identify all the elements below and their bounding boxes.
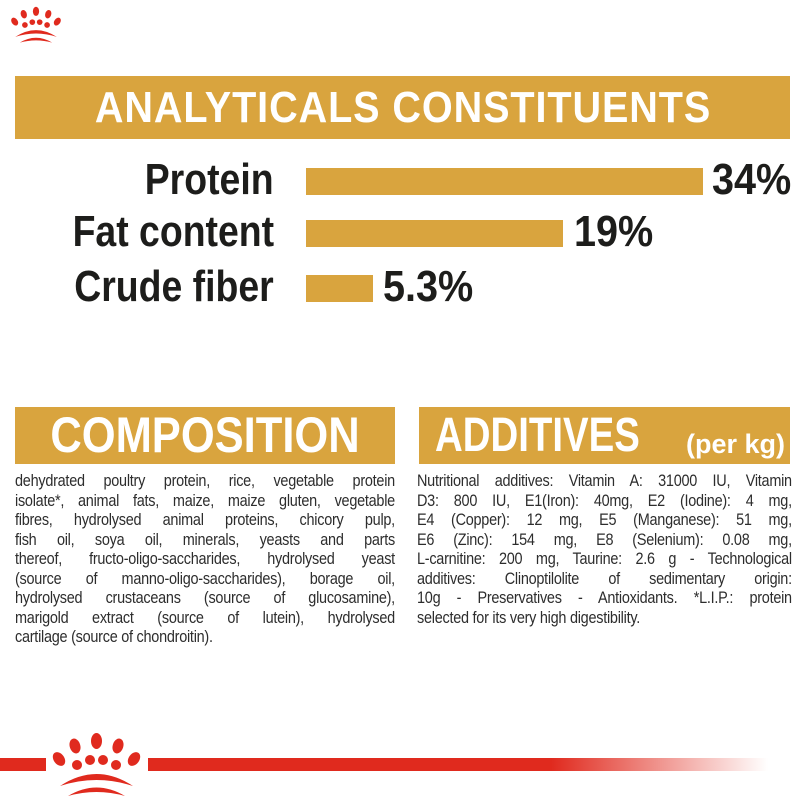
text-line: E6 (Zinc): 154 mg, E8 (Selenium): 0.08 m… [417,529,792,549]
text-line: cartilage (source of chondroitin). [15,627,213,646]
text-line: additives: Clinoptilolite of sedimentary… [417,568,792,588]
text-line: 10g - Preservatives - Antioxidants. *L.I… [417,588,792,607]
text-line: L-carnitine: 200 mg, Taurine: 2.6 g - Te… [417,549,792,568]
bar-value-fat-content: 19% [574,207,654,256]
bar-value-protein: 34% [712,155,792,204]
bar-label-protein: Protein [145,155,274,204]
footer-divider-right [148,758,768,771]
text-line: fibres, hydrolysed animal proteins, chic… [15,510,395,529]
composition-title: COMPOSITION [50,407,360,463]
text-line: E4 (Copper): 12 mg, E5 (Manganese): 51 m… [417,510,792,529]
text-line: hydrolysed crustaceans (source of glucos… [15,588,395,607]
additives-title: ADDITIVES [435,409,640,462]
analyticals-title: ANALYTICALS CONSTITUENTS [94,83,711,132]
text-line: marigold extract (source of lutein), hyd… [15,607,395,627]
text-line: dehydrated poultry protein, rice, vegeta… [15,471,395,490]
composition-text: dehydrated poultry protein, rice, vegeta… [15,471,395,647]
additives-header: ADDITIVES (per kg) [419,407,790,464]
footer-divider-left [0,758,46,771]
bar-fat-content [306,220,563,247]
bar-crude-fiber [306,275,373,302]
text-line: Nutritional additives: Vitamin A: 31000 … [417,471,792,490]
text-line: D3: 800 IU, E1(Iron): 40mg, E2 (Iodine):… [417,490,792,510]
text-line: selected for its very high digestibility… [417,607,640,627]
bar-label-fat-content: Fat content [72,207,274,256]
text-line: (source of manno-oligo-saccharides), bor… [15,568,395,588]
text-line: thereof, fructo-oligo-saccharides, hydro… [15,549,395,568]
text-line: isolate*, animal fats, maize, maize glut… [15,490,395,510]
additives-unit-note: (per kg) [685,429,785,459]
footer-brand-logo [49,732,144,798]
text-line: fish oil, soya oil, minerals, yeasts and… [15,529,395,549]
bar-value-crude-fiber: 5.3% [383,262,474,311]
bar-label-crude-fiber: Crude fiber [74,262,274,311]
royal-canin-crown-icon [11,6,61,43]
royal-canin-crown-icon [52,733,141,796]
brand-logo [9,6,63,44]
bar-protein [306,168,703,195]
analyticals-banner: ANALYTICALS CONSTITUENTS [15,76,790,139]
additives-text: Nutritional additives: Vitamin A: 31000 … [417,471,792,627]
composition-header: COMPOSITION [15,407,395,464]
